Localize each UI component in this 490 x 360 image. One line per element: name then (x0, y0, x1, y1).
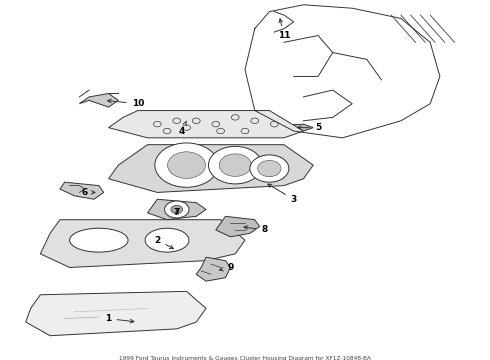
Ellipse shape (145, 228, 189, 252)
Circle shape (208, 147, 262, 184)
Text: 6: 6 (81, 188, 95, 197)
Circle shape (168, 152, 205, 179)
Text: 2: 2 (154, 236, 173, 249)
Text: 7: 7 (173, 208, 180, 217)
Polygon shape (147, 199, 206, 220)
Text: 8: 8 (244, 225, 268, 234)
Circle shape (250, 155, 289, 182)
Circle shape (258, 160, 281, 177)
Text: 5: 5 (297, 123, 321, 132)
Polygon shape (196, 257, 230, 281)
Polygon shape (109, 111, 303, 138)
Polygon shape (274, 124, 313, 131)
Polygon shape (60, 182, 104, 199)
Text: 11: 11 (278, 19, 290, 40)
Circle shape (219, 154, 251, 176)
Circle shape (165, 201, 189, 218)
Polygon shape (109, 145, 313, 193)
Text: 10: 10 (107, 99, 144, 108)
Text: 1999 Ford Taurus Instruments & Gauges Cluster Housing Diagram for XF1Z-10848-BA: 1999 Ford Taurus Instruments & Gauges Cl… (119, 356, 371, 360)
Polygon shape (216, 216, 260, 237)
Text: 9: 9 (220, 263, 234, 272)
Circle shape (155, 143, 218, 187)
Circle shape (171, 206, 183, 213)
Ellipse shape (70, 228, 128, 252)
Polygon shape (79, 94, 118, 107)
Text: 1: 1 (105, 314, 134, 323)
Text: 4: 4 (178, 121, 186, 135)
Polygon shape (40, 220, 245, 267)
Polygon shape (26, 291, 206, 336)
Text: 3: 3 (268, 184, 297, 204)
